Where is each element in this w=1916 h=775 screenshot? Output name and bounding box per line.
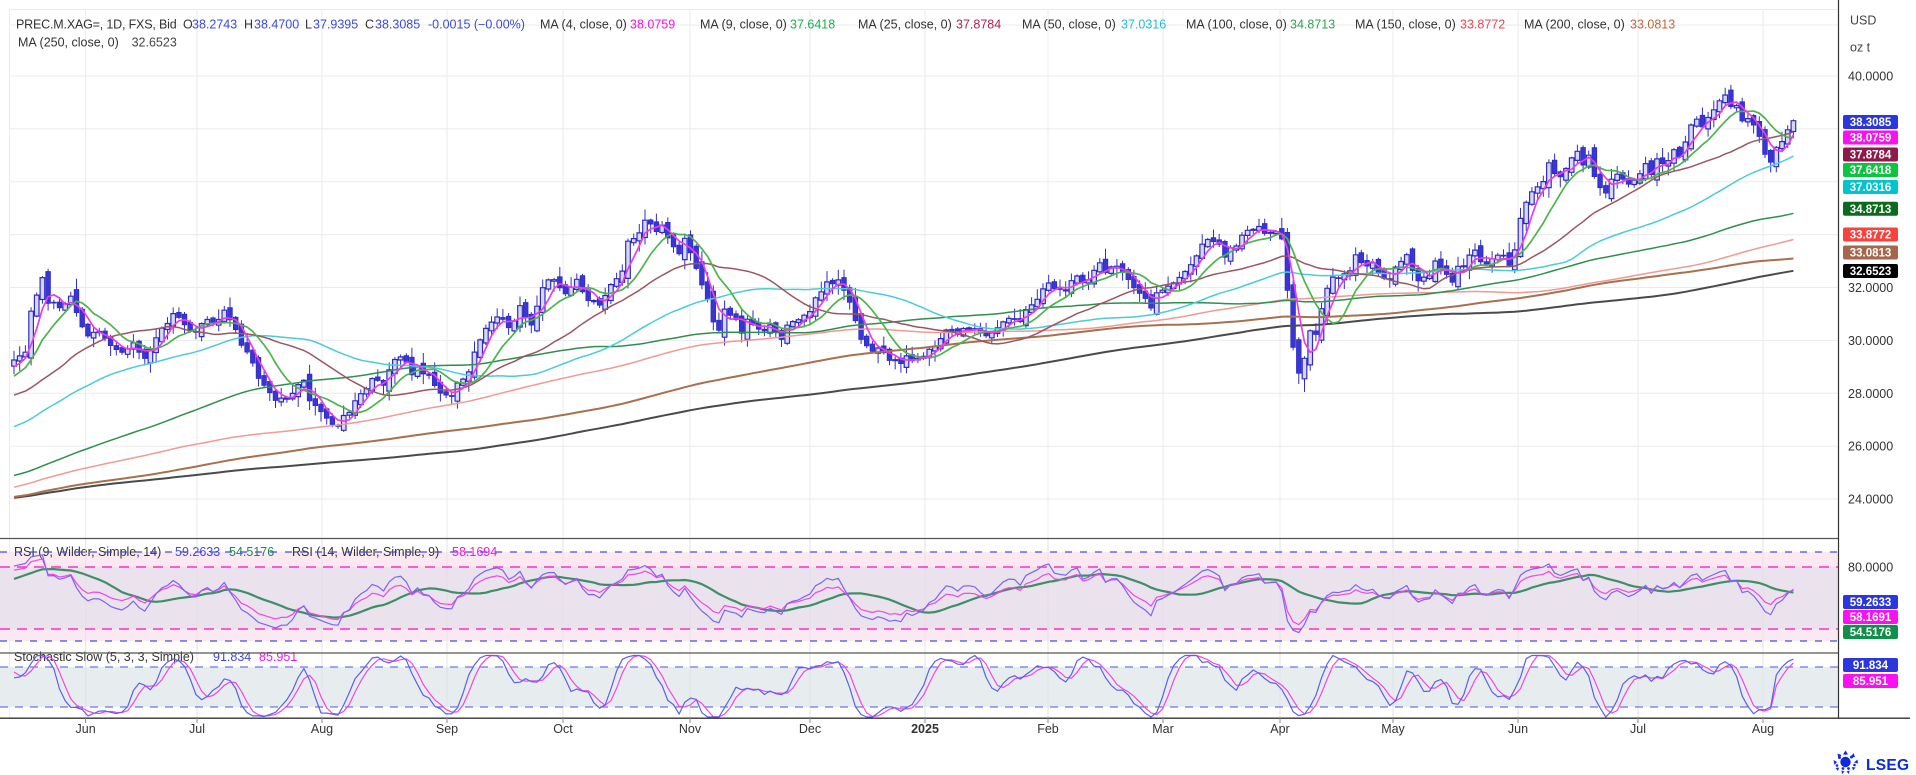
svg-text:38.3085: 38.3085 <box>1850 117 1892 129</box>
svg-text:PREC.M.XAG=, 1D, FXS, Bid: PREC.M.XAG=, 1D, FXS, Bid <box>16 18 177 32</box>
svg-text:Jul: Jul <box>189 722 205 736</box>
svg-text:58.1691: 58.1691 <box>1850 612 1892 624</box>
svg-text:Nov: Nov <box>679 722 702 736</box>
svg-text:33.8772: 33.8772 <box>1460 18 1505 32</box>
svg-text:58.1694: 58.1694 <box>452 545 497 559</box>
svg-text:MA (9, close, 0): MA (9, close, 0) <box>700 18 787 32</box>
svg-text:Feb: Feb <box>1037 722 1059 736</box>
svg-text:MA (150, close, 0): MA (150, close, 0) <box>1355 18 1456 32</box>
svg-text:38.4700: 38.4700 <box>254 18 299 32</box>
svg-text:80.0000: 80.0000 <box>1848 561 1893 575</box>
svg-text:33.0813: 33.0813 <box>1850 248 1892 260</box>
svg-text:38.3085: 38.3085 <box>375 18 420 32</box>
svg-text:RSI (9, Wilder, Simple, 14): RSI (9, Wilder, Simple, 14) <box>14 545 161 559</box>
svg-text:LSEG: LSEG <box>1866 757 1909 774</box>
svg-text:26.0000: 26.0000 <box>1848 440 1893 454</box>
svg-text:MA (50, close, 0): MA (50, close, 0) <box>1022 18 1116 32</box>
svg-text:Jun: Jun <box>1508 722 1528 736</box>
svg-text:O: O <box>183 18 193 32</box>
svg-text:Mar: Mar <box>1152 722 1174 736</box>
svg-text:37.6418: 37.6418 <box>790 18 835 32</box>
svg-text:32.6523: 32.6523 <box>1850 266 1892 278</box>
svg-text:37.9395: 37.9395 <box>313 18 358 32</box>
svg-text:32.6523: 32.6523 <box>132 36 177 50</box>
svg-text:MA (4, close, 0): MA (4, close, 0) <box>540 18 627 32</box>
svg-text:C: C <box>365 18 374 32</box>
svg-text:Jul: Jul <box>1630 722 1646 736</box>
svg-text:May: May <box>1381 722 1405 736</box>
svg-text:L: L <box>305 18 312 32</box>
svg-text:2025: 2025 <box>911 722 939 736</box>
svg-text:54.5176: 54.5176 <box>1850 627 1892 639</box>
svg-text:USD: USD <box>1850 14 1876 28</box>
svg-text:38.0759: 38.0759 <box>630 18 675 32</box>
svg-text:Aug: Aug <box>1752 722 1774 736</box>
svg-text:H: H <box>244 18 253 32</box>
svg-text:Sep: Sep <box>436 722 458 736</box>
svg-text:MA (25, close, 0): MA (25, close, 0) <box>858 18 952 32</box>
svg-text:33.0813: 33.0813 <box>1630 18 1675 32</box>
svg-text:37.0316: 37.0316 <box>1850 182 1892 194</box>
svg-text:MA (250, close, 0): MA (250, close, 0) <box>18 36 119 50</box>
svg-text:24.0000: 24.0000 <box>1848 493 1893 507</box>
svg-text:Jun: Jun <box>76 722 96 736</box>
svg-text:59.2633: 59.2633 <box>1850 597 1892 609</box>
svg-text:MA (100, close, 0): MA (100, close, 0) <box>1186 18 1287 32</box>
svg-text:28.0000: 28.0000 <box>1848 387 1893 401</box>
svg-text:Aug: Aug <box>311 722 333 736</box>
svg-text:37.0316: 37.0316 <box>1121 18 1166 32</box>
svg-text:Apr: Apr <box>1270 722 1289 736</box>
svg-text:34.8713: 34.8713 <box>1290 18 1335 32</box>
svg-text:91.834: 91.834 <box>213 650 251 664</box>
svg-text:85.951: 85.951 <box>259 650 297 664</box>
svg-text:37.8784: 37.8784 <box>1850 150 1892 162</box>
svg-text:oz t: oz t <box>1850 41 1871 55</box>
svg-text:Dec: Dec <box>799 722 821 736</box>
svg-text:38.0759: 38.0759 <box>1850 133 1892 145</box>
svg-text:33.8772: 33.8772 <box>1850 230 1892 242</box>
svg-text:MA (200, close, 0): MA (200, close, 0) <box>1524 18 1625 32</box>
svg-text:-0.0015 (−0.00%): -0.0015 (−0.00%) <box>428 18 525 32</box>
svg-text:37.6418: 37.6418 <box>1850 165 1892 177</box>
svg-text:91.834: 91.834 <box>1853 660 1889 672</box>
svg-text:37.8784: 37.8784 <box>956 18 1001 32</box>
svg-text:Oct: Oct <box>553 722 573 736</box>
svg-text:54.5176: 54.5176 <box>229 545 274 559</box>
svg-text:85.951: 85.951 <box>1853 676 1889 688</box>
svg-text:30.0000: 30.0000 <box>1848 334 1893 348</box>
svg-text:34.8713: 34.8713 <box>1850 204 1892 216</box>
svg-text:32.0000: 32.0000 <box>1848 281 1893 295</box>
svg-text:40.0000: 40.0000 <box>1848 70 1893 84</box>
svg-text:38.2743: 38.2743 <box>192 18 237 32</box>
